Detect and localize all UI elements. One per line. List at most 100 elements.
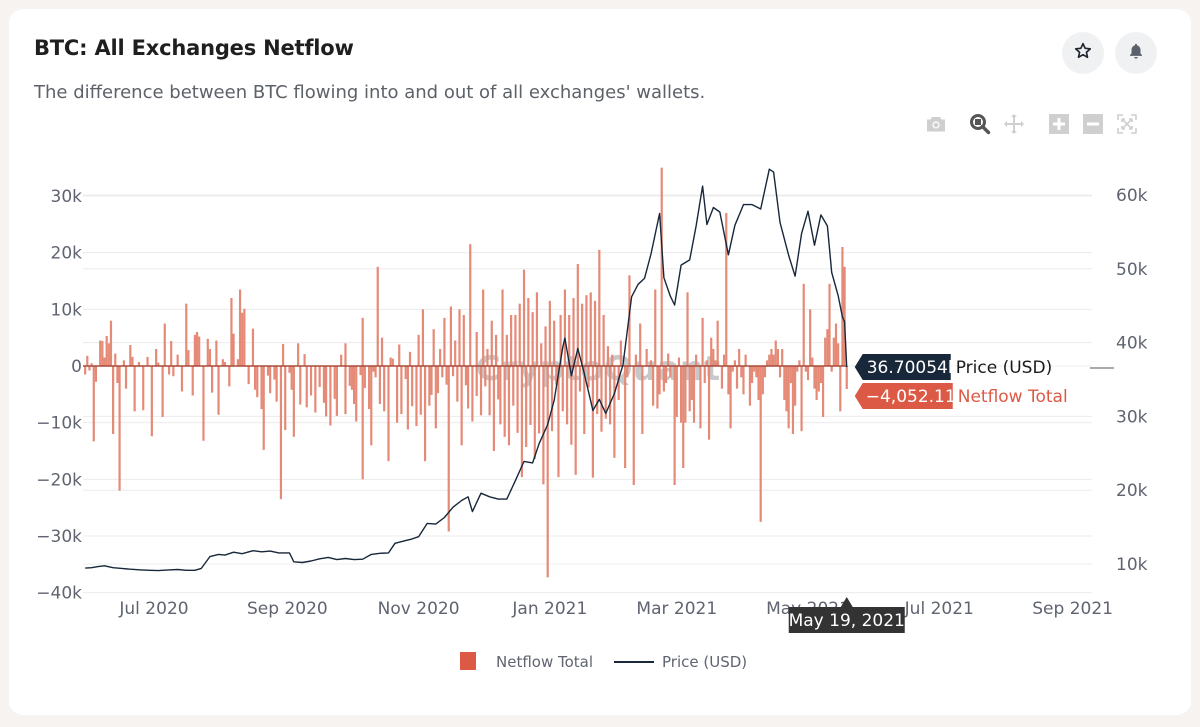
chart-description: The difference between BTC flowing into …	[34, 82, 706, 103]
netflow-bar	[86, 355, 89, 366]
pan-button[interactable]	[1002, 114, 1026, 138]
netflow-bar	[449, 306, 452, 366]
netflow-bar	[525, 366, 528, 448]
netflow-bar	[529, 366, 532, 425]
hover-date-box	[788, 597, 905, 633]
netflow-bar	[404, 366, 407, 380]
netflow-bar	[809, 309, 812, 366]
zoom-out-button[interactable]	[1081, 114, 1105, 138]
netflow-bar	[243, 308, 246, 366]
netflow-bar	[408, 351, 412, 366]
netflow-bar	[441, 366, 444, 378]
right-tick-label: 20k	[1116, 481, 1148, 501]
netflow-bar	[755, 366, 758, 378]
netflow-bar	[195, 332, 199, 366]
netflow-bar	[533, 366, 536, 459]
netflow-bar	[518, 303, 521, 366]
netflow-bar	[553, 320, 556, 366]
right-tick-label: 10k	[1116, 555, 1148, 575]
legend-item-netflow[interactable]: Netflow Total	[460, 652, 593, 671]
netflow-bar	[471, 366, 474, 422]
netflow-bar	[512, 366, 515, 406]
netflow-bar	[260, 366, 263, 410]
netflow-bar	[723, 354, 726, 366]
netflow-bar	[548, 300, 551, 366]
netflow-bar	[787, 366, 790, 429]
netflow-bar	[217, 366, 220, 415]
netflow-bar	[613, 366, 616, 458]
netflow-bar	[464, 366, 468, 386]
netflow-bar	[705, 360, 709, 366]
netflow-bar	[124, 366, 128, 389]
netflow-bar	[460, 366, 463, 446]
netflow-bar	[180, 366, 184, 392]
netflow-bar	[568, 315, 571, 366]
x-axis: Jul 2020 Sep 2020 Nov 2020 Jan 2021 Mar 2021…	[118, 599, 1113, 619]
netflow-bar	[641, 366, 644, 434]
netflow-bar	[436, 366, 440, 394]
netflow-bar	[662, 366, 665, 392]
zoom-in-button[interactable]	[1047, 114, 1071, 138]
netflow-bar	[400, 366, 403, 415]
netflow-bar	[350, 366, 354, 390]
netflow-bar	[176, 354, 179, 366]
netflow-bar	[725, 213, 728, 366]
netflow-bar	[447, 366, 450, 532]
netflow-bar	[531, 312, 534, 366]
netflow-bar	[411, 366, 414, 407]
hover-date-label: May 19, 2021	[789, 597, 905, 633]
netflow-bar	[161, 366, 164, 417]
alert-button[interactable]	[1115, 32, 1157, 74]
netflow-bar	[368, 366, 371, 410]
netflow-bar	[325, 366, 328, 417]
netflow-bar	[101, 341, 104, 366]
netflow-bar	[703, 366, 706, 383]
download-plot-button[interactable]	[924, 114, 948, 138]
netflow-bar	[686, 292, 689, 366]
netflow-bar	[516, 366, 519, 433]
left-tick-label: −20k	[36, 470, 82, 490]
hover-netflow-name: Netflow Total	[958, 387, 1068, 407]
netflow-bar	[305, 366, 308, 408]
netflow-bar	[469, 244, 472, 366]
left-tick-label: 20k	[51, 244, 83, 264]
netflow-bar	[753, 366, 756, 372]
autoscale-button[interactable]	[1115, 114, 1139, 138]
netflow-bar	[581, 303, 584, 366]
netflow-bar	[309, 366, 313, 396]
netflow-bar	[824, 337, 827, 366]
favorite-button[interactable]	[1062, 32, 1104, 74]
x-tick-label: Nov 2020	[378, 599, 460, 619]
netflow-bar	[262, 366, 265, 450]
netflow-bar	[361, 366, 364, 480]
zoom-button[interactable]	[968, 114, 992, 138]
netflow-bar	[522, 269, 526, 366]
netflow-bar	[191, 366, 194, 396]
netflow-bar	[494, 334, 498, 366]
netflow-bar	[763, 366, 767, 378]
netflow-bar	[266, 366, 270, 376]
netflow-bar	[497, 366, 500, 400]
legend-item-price[interactable]: Price (USD)	[614, 653, 747, 671]
netflow-bar	[714, 360, 717, 366]
netflow-bar	[604, 366, 607, 419]
netflow-bar	[632, 366, 635, 485]
netflow-bar	[742, 366, 745, 395]
netflow-bar	[241, 312, 244, 366]
netflow-bar	[344, 366, 347, 415]
netflow-bar	[355, 366, 358, 422]
left-tick-label: 0	[71, 357, 82, 377]
netflow-bar	[415, 366, 418, 427]
netflow-bar	[628, 275, 631, 366]
netflow-bar	[839, 366, 842, 412]
netflow-bar	[114, 353, 117, 366]
netflow-bar	[819, 366, 823, 383]
netflow-bar	[688, 366, 691, 412]
netflow-bar	[645, 349, 648, 366]
netflow-bar	[770, 349, 773, 366]
left-tick-label: 30k	[51, 187, 83, 207]
netflow-bar	[281, 343, 285, 366]
netflow-bar	[768, 354, 771, 366]
netflow-bar	[167, 366, 171, 375]
